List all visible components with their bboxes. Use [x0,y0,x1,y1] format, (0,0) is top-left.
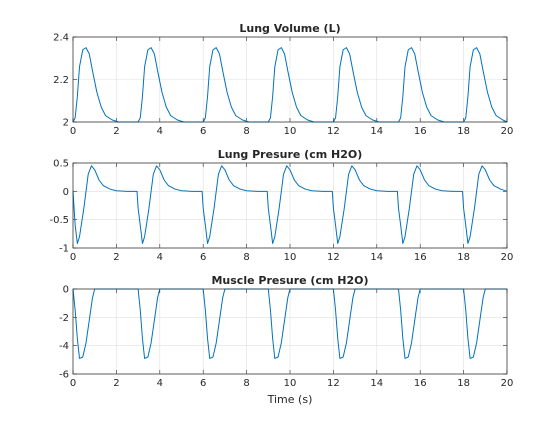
chart-title: Lung Volume (L) [239,22,340,35]
x-tick-label: 2 [113,252,119,263]
x-tick-label: 8 [243,378,249,389]
y-tick-label: 2.2 [53,75,69,86]
x-tick-label: 10 [284,252,297,263]
series-line [72,288,507,359]
y-tick-label: 2.4 [53,33,69,44]
x-tick-label: 16 [414,252,427,263]
x-tick-label: 6 [200,126,206,137]
x-tick-label: 4 [157,378,163,389]
axes-frame [72,162,508,249]
axes-frame [72,36,508,123]
x-tick-label: 14 [370,378,383,389]
x-tick-label: 12 [327,378,340,389]
y-tick-label: 0 [63,285,69,296]
x-tick-label: 10 [284,378,297,389]
series-line [72,47,508,123]
y-tick-label: 0 [63,187,69,198]
y-tick-label: -6 [59,370,69,381]
y-tick-label: -4 [59,341,69,352]
x-tick-label: 18 [457,252,470,263]
subplot-2: 0 2 4 6 8 10 12 14 16 18 20 -1 -0.5 0 0.5 Lung Presure … [49,148,513,263]
chart-title: Lung Presure (cm H2O) [218,148,363,161]
x-tick-label: 4 [157,126,163,137]
x-tick-label: 20 [501,378,514,389]
subplot-3: 0 2 4 6 8 10 12 14 16 18 20 -6 -4 -2 0 Muscle Presure (… [59,274,513,406]
y-tick-label: -1 [59,244,69,255]
axes-frame [72,288,508,375]
x-tick-label: 0 [70,126,76,137]
x-tick-label: 6 [200,378,206,389]
x-tick-label: 8 [243,126,249,137]
x-tick-label: 8 [243,252,249,263]
x-tick-label: 20 [501,126,514,137]
x-tick-label: 16 [414,378,427,389]
x-tick-label: 14 [370,252,383,263]
y-tick-label: -0.5 [49,215,69,226]
x-tick-label: 18 [457,126,470,137]
x-tick-label: 14 [370,126,383,137]
x-axis-label: Time (s) [267,393,313,406]
y-tick-label: 0.5 [53,159,69,170]
x-tick-label: 12 [327,126,340,137]
series-line [72,165,508,244]
y-tick-label: -2 [59,313,69,324]
x-tick-label: 2 [113,126,119,137]
chart-title: Muscle Presure (cm H2O) [211,274,368,287]
x-tick-label: 16 [414,126,427,137]
y-tick-label: 2 [63,118,69,129]
x-tick-label: 20 [501,252,514,263]
x-tick-label: 4 [157,252,163,263]
x-tick-label: 10 [284,126,297,137]
x-tick-label: 18 [457,378,470,389]
x-tick-label: 6 [200,252,206,263]
x-tick-label: 2 [113,378,119,389]
x-tick-label: 12 [327,252,340,263]
x-tick-label: 0 [70,378,76,389]
x-tick-label: 0 [70,252,76,263]
